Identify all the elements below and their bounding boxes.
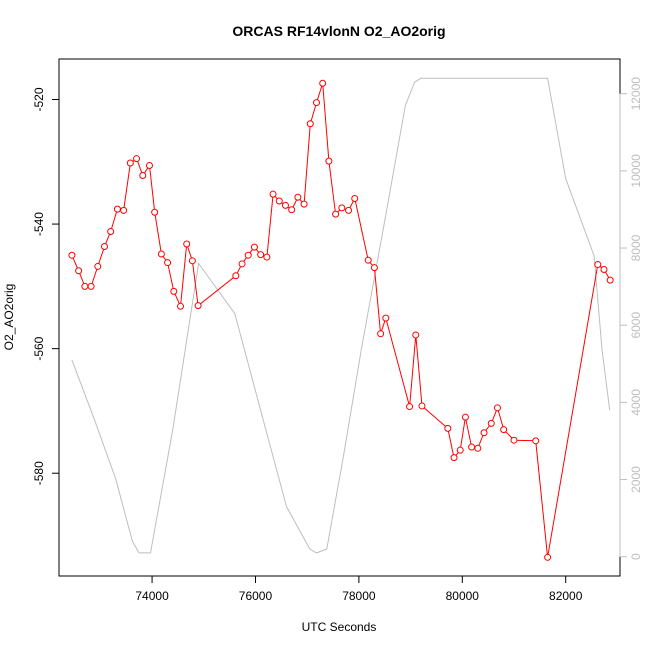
data-point	[281, 201, 289, 209]
data-point	[450, 454, 458, 462]
data-point	[468, 443, 476, 451]
chart-title: ORCAS RF14vlonN O2_AO2orig	[232, 23, 445, 39]
data-point	[319, 79, 327, 87]
data-point	[600, 266, 608, 274]
data-point	[412, 331, 420, 339]
series-layer	[68, 77, 614, 561]
data-point	[188, 257, 196, 265]
data-point	[544, 553, 552, 561]
plot-area-frame	[58, 58, 621, 577]
data-point	[306, 120, 314, 128]
data-point	[75, 267, 83, 275]
data-point	[238, 260, 246, 268]
data-point	[377, 330, 385, 338]
data-point	[145, 162, 153, 170]
y-axis-right: 0 2000 4000 6000 8000 10000 12000	[619, 77, 643, 560]
x-axis: 74000 76000 78000 80000 82000	[135, 575, 583, 603]
data-point	[288, 206, 296, 214]
data-point	[500, 426, 508, 434]
data-point	[157, 250, 165, 258]
data-point	[120, 206, 128, 214]
data-point	[487, 419, 495, 427]
y2-tick-label: 0	[629, 553, 643, 560]
data-point	[81, 282, 89, 290]
data-point	[177, 302, 185, 310]
data-point	[456, 446, 464, 454]
data-point	[300, 200, 308, 208]
data-point	[68, 251, 76, 259]
data-point	[269, 190, 277, 198]
data-point	[250, 243, 258, 251]
data-point	[312, 99, 320, 107]
data-point	[133, 155, 141, 163]
data-point	[164, 259, 172, 267]
data-point	[257, 251, 265, 259]
grey-series-line	[71, 77, 611, 554]
data-point	[94, 262, 102, 270]
x-axis-label: UTC Seconds	[302, 620, 377, 634]
y2-tick-label: 12000	[629, 77, 643, 111]
y2-tick-label: 10000	[629, 154, 643, 188]
data-point	[345, 206, 353, 214]
y-tick-label: -520	[32, 87, 46, 111]
data-point	[493, 404, 501, 412]
y-axis-left: -520 -540 -560 -580	[32, 87, 60, 485]
data-point	[510, 436, 518, 444]
data-point	[606, 276, 614, 284]
data-point	[382, 314, 390, 322]
data-point	[325, 157, 333, 165]
data-point	[594, 261, 602, 269]
data-point	[480, 429, 488, 437]
data-point	[275, 197, 283, 205]
data-point	[151, 208, 159, 216]
data-point	[232, 272, 240, 280]
data-point	[532, 437, 540, 445]
y-axis-label: O2_AO2orig	[2, 284, 16, 351]
data-point	[183, 240, 191, 248]
data-point	[332, 210, 340, 218]
data-point	[101, 242, 109, 250]
data-point	[338, 204, 346, 212]
data-point	[406, 403, 414, 411]
data-point	[474, 444, 482, 452]
data-point	[461, 413, 469, 421]
data-point	[444, 424, 452, 432]
data-point	[294, 193, 302, 201]
y-tick-label: -560	[32, 336, 46, 360]
y-tick-label: -540	[32, 212, 46, 236]
data-point	[418, 402, 426, 410]
data-point	[351, 195, 359, 203]
data-point	[194, 302, 202, 310]
y2-tick-label: 4000	[629, 389, 643, 416]
data-point	[244, 251, 252, 259]
data-point	[170, 287, 178, 295]
x-tick-label: 74000	[135, 589, 169, 603]
x-tick-label: 78000	[342, 589, 376, 603]
y2-tick-label: 8000	[629, 234, 643, 261]
data-point	[113, 205, 121, 213]
x-tick-label: 82000	[549, 589, 583, 603]
data-point	[87, 282, 95, 290]
x-tick-label: 76000	[239, 589, 273, 603]
data-point	[370, 264, 378, 272]
red-series-line	[71, 83, 611, 558]
data-point	[139, 171, 147, 179]
data-point	[126, 159, 134, 167]
y2-tick-label: 2000	[629, 466, 643, 493]
y2-tick-label: 6000	[629, 312, 643, 339]
data-point	[107, 228, 115, 236]
data-point	[364, 256, 372, 264]
data-point	[263, 253, 271, 261]
y-tick-label: -580	[32, 461, 46, 485]
x-tick-label: 80000	[446, 589, 480, 603]
